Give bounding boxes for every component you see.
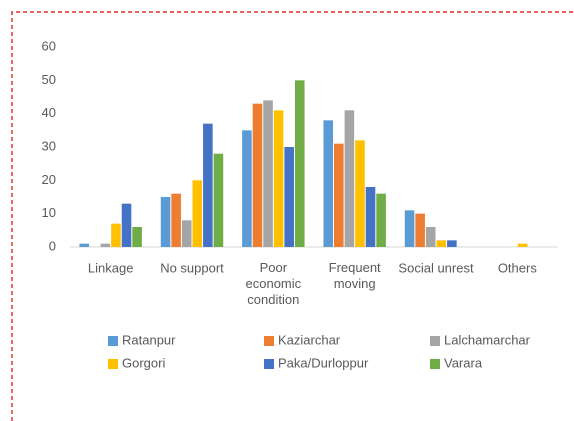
- legend-swatch: [430, 336, 440, 346]
- bar: [425, 227, 436, 247]
- bar: [263, 100, 273, 247]
- x-tick-label: Poor economic condition: [246, 260, 302, 307]
- bar: [111, 223, 121, 247]
- bar: [252, 103, 263, 248]
- legend-label: Paka/Durloppur: [278, 355, 369, 370]
- bar: [100, 243, 111, 247]
- y-tick-label: 50: [42, 72, 56, 87]
- bar: [132, 227, 142, 247]
- x-tick-label: Frequent moving: [329, 260, 381, 291]
- bar: [121, 203, 132, 247]
- x-tick-label: Social unrest: [398, 260, 474, 275]
- bar: [365, 187, 376, 247]
- x-tick-label: No support: [160, 260, 224, 275]
- legend-label: Lalchamarchar: [444, 332, 531, 347]
- bar: [79, 243, 90, 247]
- bar: [376, 193, 386, 247]
- bar: [284, 147, 294, 247]
- bar: [171, 193, 181, 247]
- bar: [181, 220, 192, 247]
- bar: [213, 153, 224, 247]
- x-tick-label-line: condition: [247, 292, 299, 307]
- bar: [192, 180, 203, 247]
- bar: [415, 213, 425, 247]
- x-tick-label: Others: [498, 260, 538, 275]
- frame-border: [11, 11, 574, 421]
- x-tick-label-line: Poor: [260, 260, 288, 275]
- y-tick-label: 60: [42, 38, 56, 53]
- y-tick-label: 30: [42, 138, 56, 153]
- y-tick-label: 20: [42, 172, 56, 187]
- bar: [447, 240, 457, 247]
- legend-swatch: [108, 359, 118, 369]
- y-tick-label: 0: [49, 238, 56, 253]
- bar: [355, 140, 365, 247]
- legend-swatch: [108, 336, 118, 346]
- bar: [273, 110, 284, 247]
- bar: [323, 120, 334, 247]
- bar: [160, 197, 171, 247]
- legend-swatch: [430, 359, 440, 369]
- bar: [344, 110, 355, 247]
- legend-label: Kaziarchar: [278, 332, 341, 347]
- bar: [404, 210, 415, 247]
- legend-label: Varara: [444, 355, 483, 370]
- legend-label: Gorgori: [122, 355, 165, 370]
- x-tick-label-line: moving: [334, 276, 376, 291]
- x-tick-label-line: Frequent: [329, 260, 381, 275]
- y-tick-label: 40: [42, 105, 56, 120]
- legend-label: Ratanpur: [122, 332, 176, 347]
- bar: [203, 123, 213, 247]
- x-tick-label: Linkage: [88, 260, 134, 275]
- y-tick-label: 10: [42, 205, 56, 220]
- bar: [242, 130, 252, 247]
- bar: [436, 240, 447, 247]
- bar: [334, 143, 344, 247]
- bar: [294, 80, 305, 247]
- legend-swatch: [264, 336, 274, 346]
- x-tick-label-line: economic: [246, 276, 302, 291]
- bar: [517, 243, 528, 247]
- legend-swatch: [264, 359, 274, 369]
